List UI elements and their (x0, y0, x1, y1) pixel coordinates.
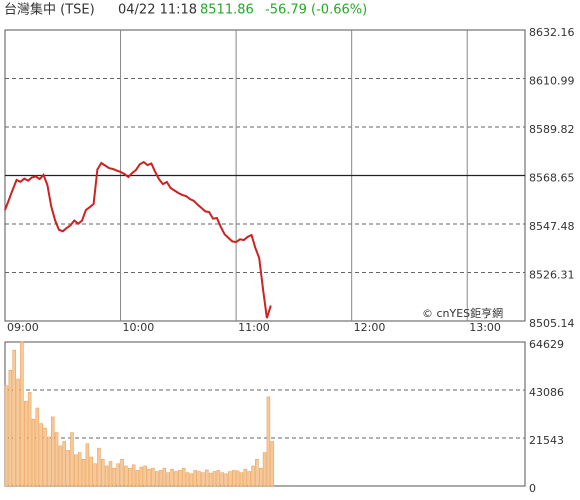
volume-bar (81, 459, 86, 487)
volume-bar (8, 369, 13, 487)
title: 台灣集中 (TSE) (4, 2, 95, 18)
watermark: © cnYES鉅亨網 (422, 306, 503, 320)
volume-bar (89, 456, 93, 487)
volume-bar (4, 385, 9, 487)
volume-bar (128, 467, 132, 487)
volume-bar (239, 472, 244, 487)
volume-bar (62, 441, 67, 487)
volume-bar (124, 465, 128, 487)
volume-bar (189, 473, 194, 487)
y-tick-label: 0 (529, 482, 536, 495)
volume-bar (166, 472, 171, 487)
volume-bar (181, 467, 186, 487)
volume-bar (16, 378, 20, 487)
volume-bar (24, 401, 28, 487)
volume-bar (224, 473, 228, 487)
y-tick-label: 8632.16 (529, 26, 575, 39)
volume-bar (201, 472, 205, 487)
volume-bar (197, 471, 201, 487)
volume-bar (50, 416, 55, 487)
volume-bar (205, 469, 209, 487)
volume-bar (154, 471, 159, 487)
volume-bar (54, 432, 59, 487)
price-line (4, 160, 272, 319)
y-tick-label: 64629 (529, 338, 564, 351)
volume-bar (120, 459, 124, 487)
volume-bar (58, 445, 63, 487)
volume-bar (212, 471, 217, 487)
volume-bar (170, 469, 174, 487)
volume-bar (266, 396, 271, 487)
time: 04/22 11:18 (118, 3, 197, 18)
volume-bar (216, 470, 221, 487)
volume-bar (185, 472, 190, 487)
volume-bar (243, 469, 248, 487)
y-tick-label: 8505.14 (529, 317, 575, 330)
y-tick-label: 21543 (529, 434, 564, 447)
volume-bar (174, 471, 178, 487)
volume-bar (43, 427, 47, 487)
volume-bar (262, 452, 267, 487)
volume-bar (162, 467, 167, 487)
volume-bar (47, 436, 51, 487)
price: 8511.86 (200, 3, 254, 18)
x-tick-label: 13:00 (469, 321, 501, 334)
volume-bar (31, 418, 36, 487)
volume-bar (74, 454, 78, 487)
change: -56.79 (-0.66%) (265, 3, 367, 18)
volume-bar (208, 472, 213, 487)
y-tick-label: 8526.31 (529, 269, 575, 282)
volume-bar (85, 443, 90, 487)
volume-bar (258, 467, 263, 487)
volume-bar (104, 465, 109, 487)
volume-bar (101, 459, 105, 487)
volume-bar (66, 450, 70, 487)
y-tick-label: 8568.65 (529, 172, 575, 185)
x-tick-label: 11:00 (238, 321, 270, 334)
volume-bar (193, 470, 197, 487)
y-tick-label: 8547.48 (529, 220, 575, 233)
volume-bar (158, 470, 163, 487)
volume-bar (255, 459, 259, 487)
volume-bar (220, 472, 224, 487)
volume-bar (39, 423, 43, 487)
volume-bar (178, 470, 182, 487)
volume-bar (12, 349, 16, 487)
volume-bar (35, 407, 40, 487)
volume-bar (20, 341, 24, 487)
volume-bar (131, 464, 136, 487)
volume-bar (93, 463, 97, 487)
volume-bar (235, 470, 240, 487)
y-tick-label: 43086 (529, 386, 564, 399)
volume-bar (112, 467, 117, 487)
x-tick-label: 10:00 (123, 321, 155, 334)
volume-bar (247, 471, 251, 487)
volume-bar (151, 467, 155, 487)
y-tick-label: 8610.99 (529, 75, 575, 88)
volume-bar (139, 466, 144, 487)
x-tick-label: 12:00 (354, 321, 386, 334)
volume-bar (97, 447, 101, 487)
volume-bar (27, 392, 32, 487)
volume-bar (232, 470, 236, 487)
volume-bar (270, 441, 275, 487)
volume-bar (135, 470, 140, 487)
volume-bar (70, 432, 74, 487)
volume-bar (143, 465, 147, 487)
volume-bar (108, 461, 113, 487)
volume-bar (147, 469, 151, 487)
volume-bar (116, 463, 120, 487)
volume-bar (77, 452, 82, 487)
volume-bar (228, 471, 232, 487)
x-tick-label: 09:00 (7, 321, 39, 334)
y-tick-label: 8589.82 (529, 123, 575, 136)
volume-bar (251, 465, 255, 487)
